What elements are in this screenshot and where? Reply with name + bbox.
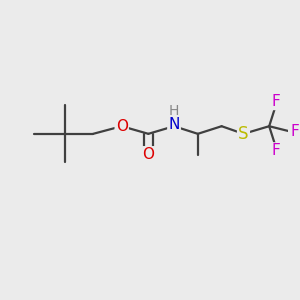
Text: F: F xyxy=(290,124,299,140)
Text: O: O xyxy=(116,119,128,134)
Text: F: F xyxy=(272,94,280,109)
Text: O: O xyxy=(142,147,154,162)
Text: H: H xyxy=(169,104,179,118)
Text: S: S xyxy=(238,125,249,143)
Text: N: N xyxy=(168,117,180,132)
Text: F: F xyxy=(272,143,280,158)
